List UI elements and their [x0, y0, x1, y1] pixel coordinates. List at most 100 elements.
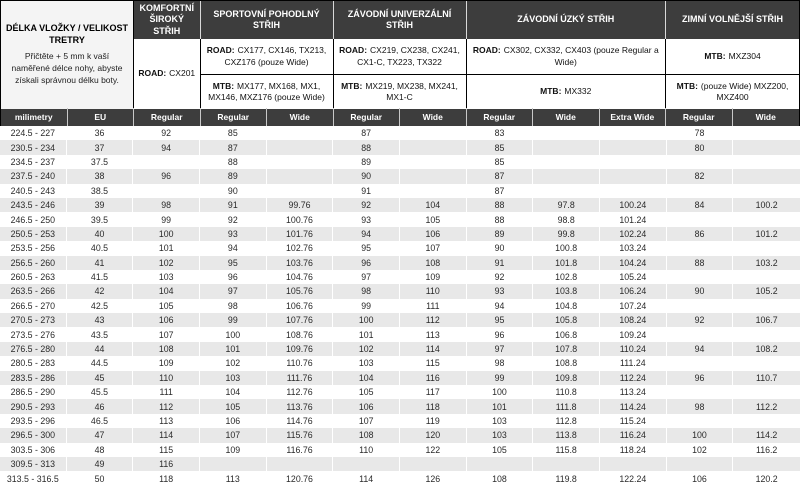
- models-sportovni-road: ROAD: CX177, CX146, TX213, CXZ176 (pouze …: [200, 39, 334, 74]
- table-row: 283.5 - 286 45 110 103 111.76 104 116 99 109.8 11…: [0, 370, 800, 386]
- table-cell: 91: [467, 255, 534, 270]
- table-cell: 106: [200, 413, 267, 429]
- models-zimni-mtb-1: MTB: MXZ304: [666, 39, 799, 74]
- table-cell: 109: [133, 356, 200, 371]
- table-cell: 104.24: [600, 255, 667, 270]
- header: DÉLKA VLOŽKY / VELIKOST TRETRY Přičtěte …: [0, 0, 800, 109]
- models-komfortni-road: ROAD: CX201: [134, 39, 201, 109]
- table-cell: 100.76: [267, 212, 334, 227]
- table-cell: 106: [667, 471, 734, 486]
- table-cell: [533, 154, 600, 170]
- table-cell: 118: [133, 471, 200, 486]
- column-header: Wide: [755, 112, 776, 122]
- table-row: 256.5 - 260 41 102 95 103.76 96 108 91 101.8 104.…: [0, 255, 800, 270]
- table-row: 309.5 - 313 49 116: [0, 456, 800, 472]
- table-cell: 286.5 - 290: [0, 385, 67, 400]
- table-cell: 110: [333, 442, 400, 457]
- column-header: Wide: [267, 108, 334, 126]
- models-sportovni-mtb: MTB: MX177, MX168, MX1, MX146, MXZ176 (po…: [200, 74, 334, 109]
- table-row: 250.5 - 253 40 100 93 101.76 94 106 89 99.8 102.2…: [0, 226, 800, 242]
- table-cell: 102: [333, 341, 400, 357]
- table-cell: 105.24: [600, 269, 667, 285]
- table-cell: 107.24: [600, 298, 667, 314]
- table-cell: 89: [467, 226, 534, 242]
- table-cell: 95: [333, 241, 400, 256]
- table-cell: 36: [67, 126, 134, 141]
- table-row: 313.5 - 316.5 50 118 113 120.76 114 126 108 119.…: [0, 471, 800, 486]
- table-cell: 92: [467, 269, 534, 285]
- table-cell: 42.5: [67, 298, 134, 314]
- table-cell: 99: [333, 298, 400, 314]
- table-cell: 105.8: [533, 313, 600, 328]
- table-cell: 119.8: [533, 471, 600, 486]
- table-cell: 98: [467, 356, 534, 371]
- table-row: 296.5 - 300 47 114 107 115.76 108 120 103 113.8 1…: [0, 428, 800, 443]
- table-cell: 110.8: [533, 385, 600, 400]
- table-cell: 37.5: [67, 154, 134, 170]
- table-cell: [333, 456, 400, 472]
- table-cell: 45: [67, 370, 134, 386]
- table-cell: 89: [200, 169, 267, 184]
- table-cell: 88: [333, 140, 400, 155]
- table-cell: 95: [467, 313, 534, 328]
- table-cell: [733, 457, 800, 471]
- table-cell: 85: [467, 154, 534, 170]
- table-cell: [667, 298, 734, 314]
- table-cell: 112.8: [533, 413, 600, 429]
- table-cell: 113.8: [533, 428, 600, 443]
- table-cell: [267, 183, 334, 198]
- table-cell: 115: [133, 442, 200, 457]
- table-cell: [400, 169, 467, 184]
- table-cell: 110.24: [600, 341, 667, 357]
- table-cell: 42: [67, 284, 134, 299]
- table-cell: 114.2: [755, 430, 778, 441]
- table-cell: 85: [200, 126, 267, 141]
- table-cell: [733, 299, 800, 313]
- table-cell: 104.8: [533, 298, 600, 314]
- table-cell: 90: [333, 169, 400, 184]
- table-cell: 99.8: [533, 226, 600, 242]
- table-cell: [733, 169, 800, 183]
- table-cell: 103: [467, 428, 534, 443]
- mtb-models: MXZ304: [728, 50, 761, 61]
- table-cell: [667, 413, 734, 429]
- table-cell: [733, 356, 800, 370]
- table-cell: 115.76: [267, 428, 334, 443]
- group-title-zavodni-univerzalni: ZÁVODNÍ UNIVERZÁLNÍ STŘIH: [333, 1, 467, 39]
- table-cell: 118.24: [600, 442, 667, 457]
- table-cell: 122: [400, 442, 467, 457]
- table-cell: 49: [67, 456, 134, 472]
- table-cell: 100: [467, 385, 534, 400]
- table-cell: [267, 140, 334, 155]
- table-cell: 92: [667, 313, 734, 328]
- table-cell: 92: [333, 197, 400, 213]
- table-cell: 43: [67, 313, 134, 328]
- info-cell: DÉLKA VLOŽKY / VELIKOST TRETRY Přičtěte …: [1, 1, 134, 109]
- table-cell: 44: [67, 341, 134, 357]
- table-cell: 111: [400, 298, 467, 314]
- table-cell: 107: [400, 241, 467, 256]
- road-label: ROAD:: [339, 45, 368, 56]
- table-cell: 112.24: [600, 370, 667, 386]
- table-cell: 107: [133, 327, 200, 342]
- table-row: 230.5 - 234 37 94 87 88 85 80: [0, 140, 800, 155]
- table-cell: 94: [200, 241, 267, 256]
- table-cell: 102: [667, 442, 734, 457]
- table-cell: 100.8: [533, 241, 600, 256]
- table-cell: 101.2: [755, 228, 778, 239]
- table-cell: [200, 456, 267, 472]
- table-cell: 109.24: [600, 327, 667, 342]
- models-uzky-mtb: MTB: MX332: [466, 74, 666, 109]
- table-cell: 263.5 - 266: [0, 284, 67, 299]
- table-cell: 37: [67, 140, 134, 155]
- table-cell: 115.8: [533, 442, 600, 457]
- table-cell: 100: [333, 313, 400, 328]
- table-cell: 110: [400, 284, 467, 299]
- table-cell: 256.5 - 260: [0, 255, 67, 270]
- table-cell: 38.5: [67, 183, 134, 198]
- table-cell: 109: [400, 269, 467, 285]
- table-cell: 266.5 - 270: [0, 298, 67, 314]
- table-row: 224.5 - 227 36 92 85 87 83 78: [0, 126, 800, 141]
- table-cell: 114.76: [267, 413, 334, 429]
- table-cell: 106.8: [533, 327, 600, 342]
